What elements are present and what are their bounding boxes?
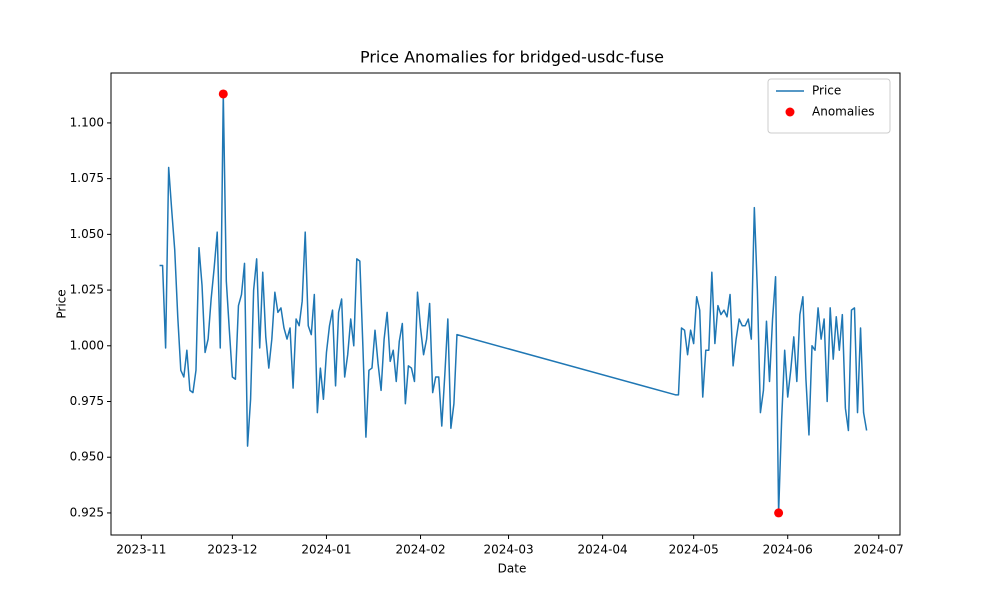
x-tick-label: 2023-11 — [116, 543, 166, 557]
y-tick-label: 1.100 — [70, 115, 104, 129]
legend-box — [767, 78, 891, 134]
price-line — [159, 93, 868, 514]
plot-frame — [110, 72, 901, 536]
x-tick-label: 2024-01 — [301, 543, 351, 557]
x-tick-label: 2024-04 — [578, 543, 628, 557]
anomaly-point — [774, 508, 784, 518]
y-tick-label: 0.950 — [70, 450, 104, 464]
x-axis-label: Date — [498, 562, 527, 576]
x-tick-label: 2024-06 — [763, 543, 813, 557]
y-tick-label: 1.050 — [70, 227, 104, 241]
x-tick-label: 2024-02 — [395, 543, 445, 557]
y-tick-label: 1.025 — [70, 283, 104, 297]
legend-marker — [785, 107, 795, 117]
x-tick-label: 2024-07 — [854, 543, 904, 557]
legend-label: Price — [812, 84, 841, 98]
y-tick-label: 1.000 — [70, 338, 104, 352]
legend-label: Anomalies — [812, 105, 875, 119]
y-tick-label: 1.075 — [70, 171, 104, 185]
x-tick-label: 2024-03 — [483, 543, 533, 557]
x-tick-label: 2023-12 — [207, 543, 257, 557]
anomaly-point — [218, 89, 228, 99]
x-tick-label: 2024-05 — [669, 543, 719, 557]
chart-title: Price Anomalies for bridged-usdc-fuse — [360, 48, 664, 67]
y-axis-label: Price — [55, 289, 69, 318]
y-tick-label: 0.975 — [70, 394, 104, 408]
y-tick-label: 0.925 — [70, 505, 104, 519]
